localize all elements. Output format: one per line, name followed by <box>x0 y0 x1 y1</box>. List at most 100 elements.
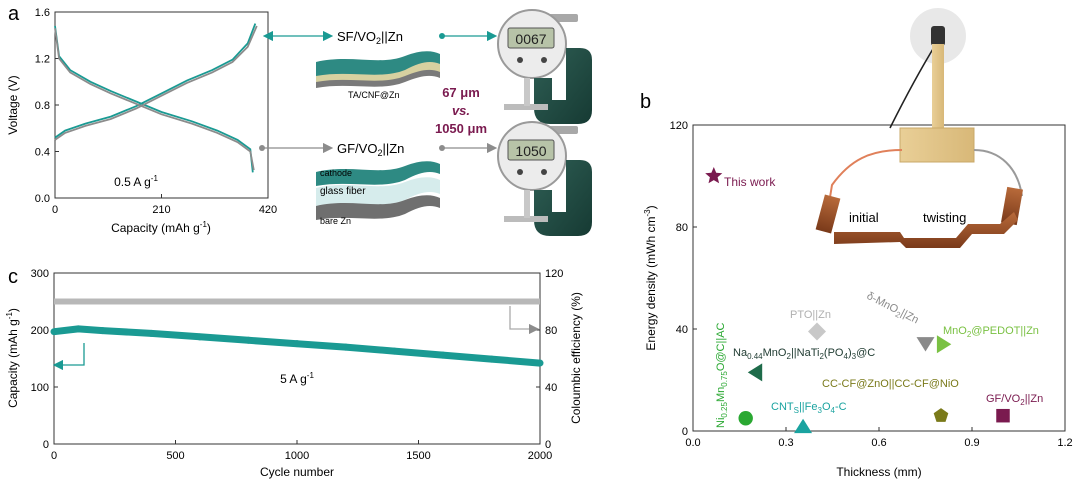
chart-c-capacity-point <box>390 347 398 355</box>
chart-b: 0 40 80 120 0.0 0.3 0.6 0.9 1.2 initial twistin… <box>643 8 1073 479</box>
chart-a-series-sf-discharge <box>54 25 254 173</box>
gf-sheet-glass <box>316 177 440 206</box>
wood-post <box>932 44 944 134</box>
chart-c-xtick-label: 0 <box>51 450 57 462</box>
label-gf: GF/VO2||Zn <box>986 393 1043 407</box>
chart-a-ylabel: Voltage (V) <box>6 75 20 134</box>
label-cnt: CNTS||Fe3O4-C <box>771 401 847 415</box>
chart-b-xlabel: Thickness (mm) <box>836 465 921 479</box>
arrow-gf-dot <box>259 145 265 151</box>
chart-b-ylabel: Energy density (mWh cm-3) <box>643 205 658 350</box>
chart-a-xtick-label: 420 <box>259 204 277 216</box>
schematic: SF/VO2||Zn TA/CNF@Zn 67 μm vs. 1050 μm G… <box>316 9 592 236</box>
label-cc-cf: CC-CF@ZnO||CC-CF@NiO <box>822 378 959 390</box>
gf-glass-label: glass fiber <box>320 186 366 197</box>
sf-arrow-dot <box>439 33 445 39</box>
thickness-gf: 1050 μm <box>435 121 487 136</box>
gf-sheet-zn <box>316 195 440 220</box>
gf-cathode-label: cathode <box>320 168 352 178</box>
chart-c-capacity-point <box>50 328 58 336</box>
chart-b-point-tri-down-2 <box>916 337 935 352</box>
chart-b-xtick-label: 0.9 <box>964 437 979 449</box>
chart-b-ytick-label: 0 <box>682 426 688 438</box>
chart-b-ytick-label: 120 <box>670 120 688 132</box>
battery-strip-left <box>815 194 841 234</box>
chart-c-capacity-point <box>439 351 447 359</box>
chart-b-point-tri-up-6 <box>794 418 813 434</box>
chart-c-y2tick-label: 40 <box>545 382 557 394</box>
chart-a-annotation: 0.5 A g-1 <box>114 174 158 189</box>
chart-a-series-gf-charge <box>54 25 258 141</box>
chart-c-y2tick-label: 120 <box>545 268 563 280</box>
chart-c-capacity-point <box>244 336 252 344</box>
photo-label-initial: initial <box>849 210 879 225</box>
thickness-sf: 67 μm <box>442 85 480 100</box>
panel-label-b: b <box>640 91 651 113</box>
thickness-vs: vs. <box>452 103 470 118</box>
chart-c-series-capacity <box>53 325 541 367</box>
chart-a-series-gf-discharge <box>54 28 255 171</box>
label-mno2-pedot: MnO2@PEDOT||Zn <box>943 325 1039 339</box>
sf-sheet-top <box>316 51 440 76</box>
micrometer-gauge-sf: 0067 <box>497 9 592 124</box>
photo-label-twisting: twisting <box>923 210 966 225</box>
chart-c-xtick-label: 1000 <box>285 450 309 462</box>
chart-c-ytick-label: 100 <box>31 382 49 394</box>
micrometer-gauge-gf: 1050 <box>497 121 592 236</box>
battery-strip <box>834 212 1018 248</box>
chart-b-ytick-label: 40 <box>676 324 688 336</box>
gf-zn-label: bare Zn <box>320 216 351 226</box>
chart-a: 0.0 0.4 0.8 1.2 1.6 0 210 420 Capacity (mAh g-… <box>6 7 334 235</box>
chart-a-ytick-label: 0.0 <box>35 193 50 205</box>
chart-c-ytick-label: 0 <box>43 439 49 451</box>
chart-c-capacity-point <box>147 329 155 337</box>
chart-b-point-circle-5 <box>738 411 753 426</box>
gf-arrow-dot <box>439 145 445 151</box>
chart-a-ytick-label: 1.6 <box>35 7 50 19</box>
chart-c-ytick-label: 200 <box>31 325 49 337</box>
chart-b-point-pentagon-7 <box>933 408 949 422</box>
chart-c-capacity-point <box>487 355 495 363</box>
chart-c-capacity-point <box>293 340 301 348</box>
chart-b-point-star-0 <box>705 167 723 184</box>
chart-c-annotation: 5 A g-1 <box>280 371 314 386</box>
chart-a-frame <box>54 11 269 199</box>
chart-c-capacity-point <box>74 325 82 333</box>
chart-c-ce-pointer <box>509 306 540 335</box>
gf-sheet-cathode <box>316 161 440 186</box>
chart-b-xtick-label: 1.2 <box>1057 437 1072 449</box>
chart-b-point-tri-left-4 <box>747 363 763 382</box>
chart-c-capacity-point <box>196 333 204 341</box>
label-ni: Ni0.25Mn0.75O@C||AC <box>715 322 729 428</box>
chart-b-xtick-label: 0.6 <box>871 437 886 449</box>
chart-c-xtick-label: 1500 <box>406 450 430 462</box>
chart-c: 0 100 200 300 0 40 80 120 0 500 1000 1500 2000 Cyc… <box>5 268 583 479</box>
sf-title: SF/VO2||Zn <box>337 29 403 46</box>
device-photo: initial twisting <box>815 8 1024 248</box>
chart-c-capacity-point <box>99 327 107 335</box>
label-pto: PTO||Zn <box>790 309 831 321</box>
label-na: Na0.44MnO2||NaTi2(PO4)3@C <box>733 347 875 361</box>
chart-c-xlabel: Cycle number <box>260 465 334 479</box>
chart-c-capacity-point <box>342 343 350 351</box>
chart-b-point-tri-right-3 <box>936 335 952 354</box>
chart-a-xtick-label: 0 <box>52 204 58 216</box>
chart-c-ylabel: Capacity (mAh g-1) <box>5 308 20 408</box>
chart-a-ytick-label: 0.4 <box>35 147 50 159</box>
chart-c-y2label: Coloumbic efficiency (%) <box>569 292 583 424</box>
chart-c-capacity-pointer <box>52 343 85 371</box>
chart-c-y2tick-label: 80 <box>545 325 557 337</box>
wood-base <box>899 127 975 163</box>
chart-c-xtick-label: 500 <box>166 450 184 462</box>
gauge-gf-readout: 1050 <box>515 143 546 159</box>
label-delta-mno2: δ-MnO2||Zn <box>864 290 921 328</box>
chart-b-point-square-8 <box>996 408 1010 423</box>
chart-c-capacity-point <box>536 359 544 367</box>
chart-a-xtick-label: 210 <box>152 204 170 216</box>
gf-title: GF/VO2||Zn <box>337 141 404 158</box>
chart-a-series-sf-charge <box>54 23 257 139</box>
chart-b-xtick-label: 0.3 <box>778 437 793 449</box>
chart-c-y2tick-label: 0 <box>545 439 551 451</box>
sf-layer-label: TA/CNF@Zn <box>348 90 399 100</box>
